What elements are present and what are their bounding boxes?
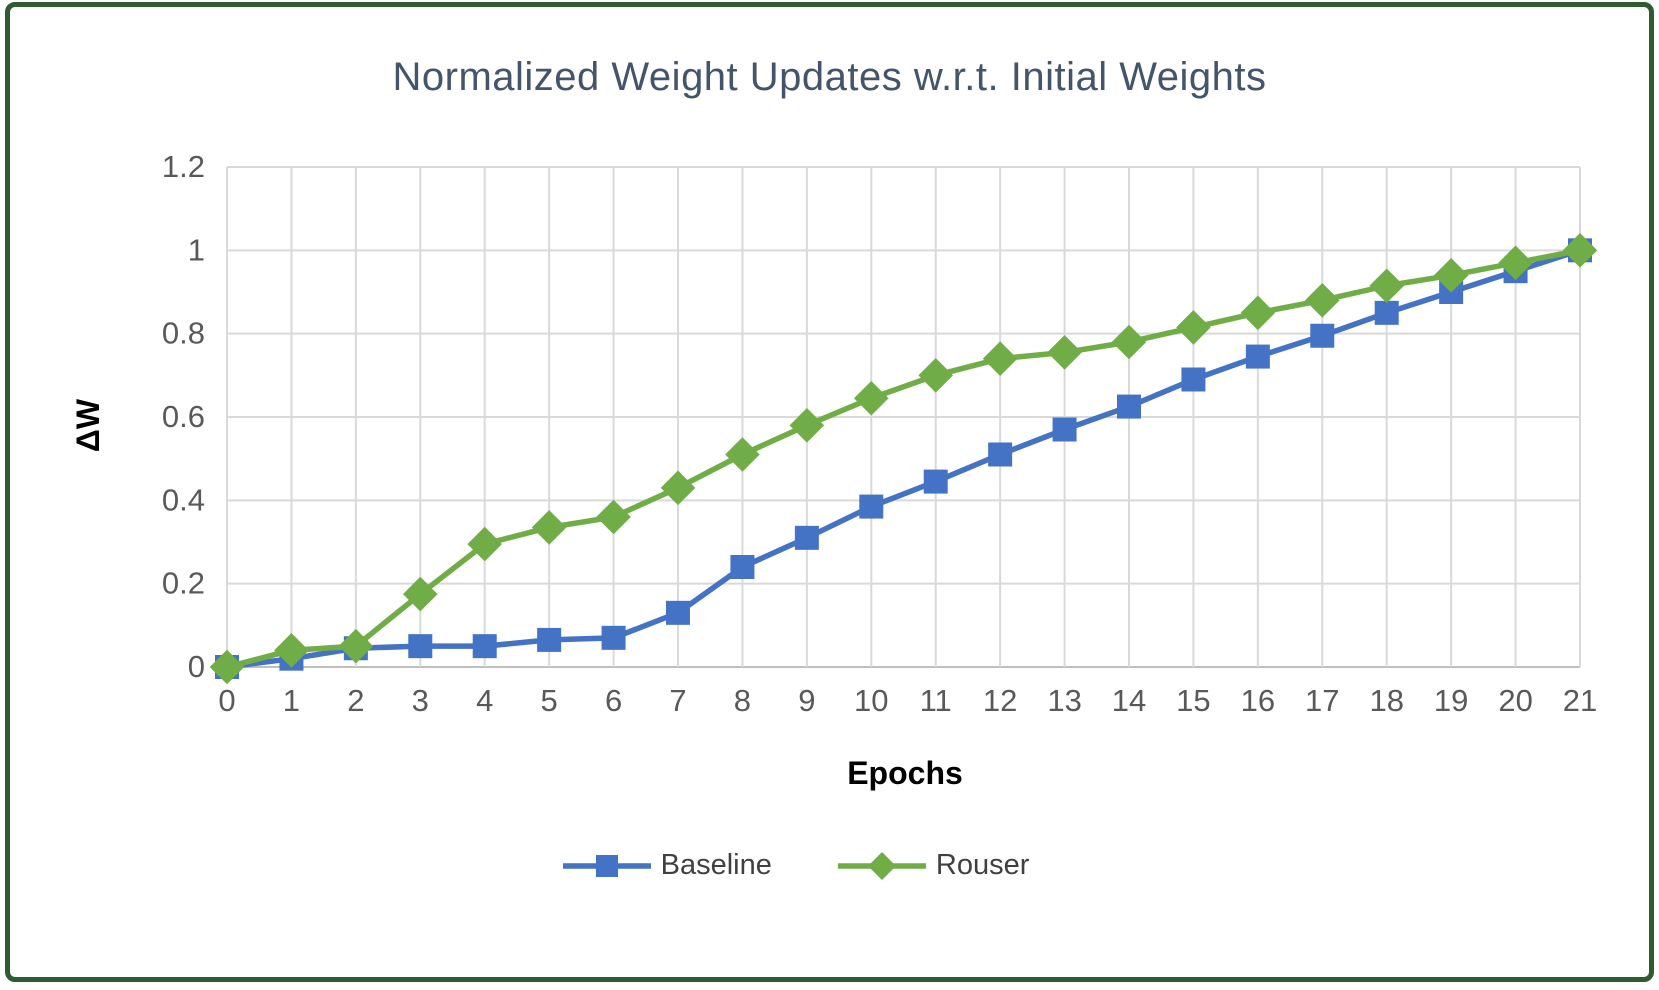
x-tick-label: 10 [854,683,888,718]
chart-title: Normalized Weight Updates w.r.t. Initial… [392,55,1267,99]
plot-area: 00.20.40.60.811.20 1 2 3 4 5 6 7 8 9 10 11 12 13 14 15 1… [162,149,1598,718]
chart-window: Normalized Weight Updates w.r.t. Initial… [5,2,1654,982]
x-tick-label: 14 [1112,683,1146,718]
legend-label-baseline: Baseline [660,849,772,881]
x-tick-label: 18 [1369,683,1403,718]
x-tick-label: 3 [412,683,429,718]
y-tick-label: 1 [188,232,205,267]
x-tick-label: 8 [734,683,751,718]
x-tick-label: 13 [1047,683,1081,718]
x-tick-label: 6 [605,683,622,718]
y-tick-label: 0.2 [162,566,205,601]
x-axis-title: Epochs [847,755,963,791]
x-tick-label: 21 [1563,683,1597,718]
x-tick-label: 9 [798,683,815,718]
x-tick-label: 1 [283,683,300,718]
x-tick-label: 16 [1241,683,1275,718]
x-tick-label: 4 [476,683,493,718]
legend-item-baseline: Baseline [561,849,772,882]
y-tick-label: 1.2 [162,149,205,184]
x-tick-label: 7 [669,683,686,718]
x-tick-label: 19 [1434,683,1468,718]
y-tick-label: 0.6 [162,399,205,434]
x-tick-label: 12 [983,683,1017,718]
legend: Baseline Rouser [10,849,1580,882]
x-tick-label: 2 [347,683,364,718]
x-tick-label: 5 [541,683,558,718]
legend-label-rouser: Rouser [935,849,1030,881]
y-tick-label: 0.4 [162,482,205,517]
x-tick-label: 15 [1176,683,1210,718]
baseline-series-swatch-icon [562,854,651,877]
y-axis-title: ΔW [70,398,107,453]
x-tick-label: 11 [920,683,952,718]
x-tick-label: 17 [1305,683,1339,718]
x-tick-label: 20 [1498,683,1532,718]
y-tick-label: 0 [188,649,205,684]
legend-item-rouser: Rouser [836,849,1030,882]
x-tick-label: 0 [218,683,235,718]
y-tick-label: 0.8 [162,316,205,351]
rouser-series-swatch-icon [837,851,926,880]
